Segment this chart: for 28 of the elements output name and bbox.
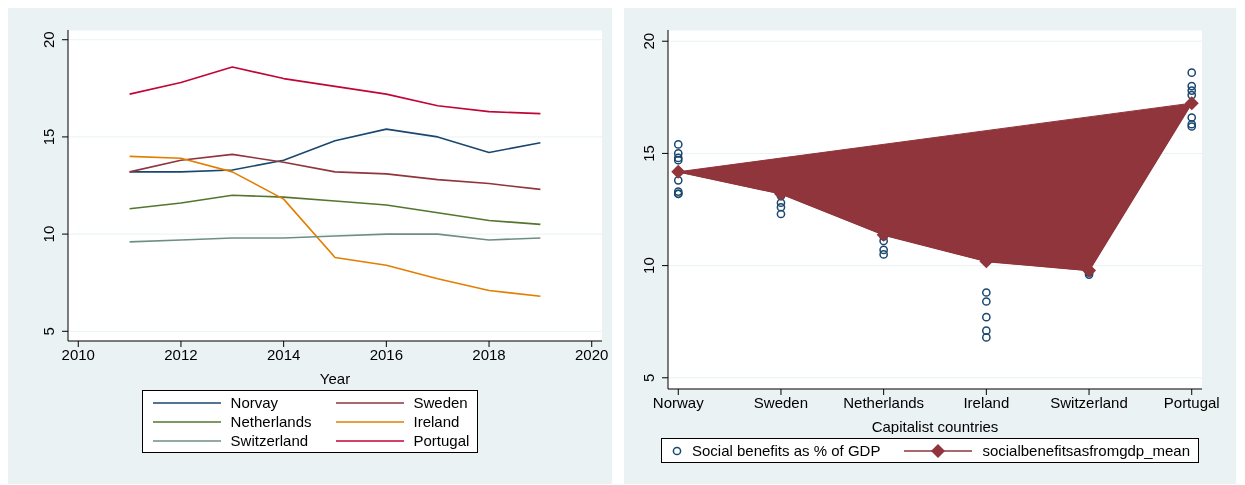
y-tick-label: 15 (40, 128, 57, 146)
legend-label: Portugal (413, 432, 470, 449)
legend-label: Social benefits as % of GDP (691, 442, 881, 459)
legend-label: Switzerland (230, 432, 309, 449)
x-tick-label: 2020 (575, 345, 609, 363)
y-tick-label: 15 (640, 145, 657, 162)
x-tick-label: 2010 (61, 345, 95, 363)
x-tick-label: 2016 (369, 345, 404, 363)
x-tick-label: Switzerland (1050, 393, 1128, 411)
y-tick-label: 5 (40, 327, 57, 336)
legend-label: Ireland (413, 413, 460, 430)
y-tick-label: 20 (40, 31, 57, 49)
y-tick-label: 20 (640, 32, 657, 50)
x-tick-label: Sweden (753, 393, 809, 411)
legend-label: Netherlands (230, 413, 312, 430)
x-tick-label: Norway (652, 393, 705, 411)
x-tick-label: 2012 (164, 345, 198, 363)
legend-label: socialbenefitsasfromgdp_mean (982, 442, 1191, 459)
x-tick-label: Ireland (963, 393, 1010, 411)
x-tick-label: 2018 (472, 345, 506, 363)
legend-label: Norvay (230, 394, 279, 411)
y-tick-label: 10 (640, 257, 657, 274)
y-tick-label: 5 (640, 373, 657, 382)
x-tick-label: 2014 (266, 345, 301, 363)
y-tick-label: 10 (40, 225, 57, 243)
x-tick-label: Portugal (1163, 393, 1220, 411)
x-tick-label: Netherlands (843, 393, 925, 411)
x-axis-title: Year (319, 370, 351, 387)
